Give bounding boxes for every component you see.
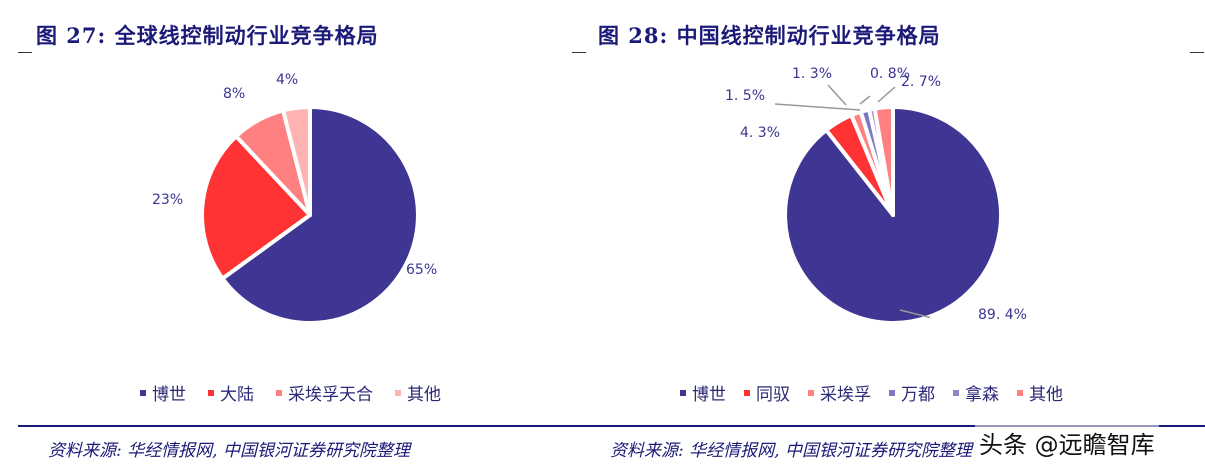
chart-title: 图 28: 中国线控制动行业竞争格局	[598, 23, 941, 48]
legend: 博世 同驭 采埃孚 万都 拿森 其他	[680, 380, 1063, 405]
legend-swatch	[889, 389, 895, 396]
pie-chart	[783, 105, 1004, 325]
slice-bosch	[220, 105, 420, 325]
legend-swatch	[953, 389, 959, 396]
divider	[590, 425, 1205, 427]
legend-label: 采埃孚天合	[288, 385, 373, 405]
legend-item: 采埃孚天合	[276, 380, 373, 405]
legend-item: 博世	[680, 380, 726, 405]
legend-label: 其他	[407, 385, 441, 405]
legend-item: 其他	[395, 380, 441, 405]
legend-swatch	[744, 389, 750, 396]
legend-label: 博世	[152, 385, 186, 405]
label-tongyu: 4. 3%	[740, 125, 781, 141]
watermark: 头条 @远瞻智库	[975, 425, 1159, 460]
label-bosch: 89. 4%	[978, 307, 1027, 323]
legend-item: 其他	[1017, 380, 1063, 405]
china-chart-panel: 图 28: 中国线控制动行业竞争格局 89. 4% 4. 3% 1. 5% 1.…	[590, 0, 1205, 470]
slice-other	[872, 105, 895, 217]
legend-label: 万都	[901, 385, 935, 405]
legend-item: 拿森	[953, 380, 999, 405]
label-bosch: 65%	[406, 262, 438, 278]
legend-swatch	[680, 389, 686, 396]
pie-chart	[200, 104, 420, 325]
legend-item: 同驭	[744, 380, 790, 405]
legend-label: 拿森	[965, 385, 999, 405]
slice-continental	[200, 134, 312, 281]
legend-item: 采埃孚	[808, 380, 871, 405]
divider	[18, 425, 590, 427]
chart-title: 图 27: 全球线控制动行业竞争格局	[36, 23, 379, 48]
legend-item: 博世	[140, 380, 186, 405]
corner-tick	[18, 52, 32, 53]
label-other: 4%	[276, 72, 299, 88]
corner-tick	[1190, 52, 1204, 53]
legend-swatch	[1017, 389, 1023, 396]
label-zf: 1. 5%	[725, 88, 766, 104]
label-zf: 8%	[223, 86, 246, 102]
legend-swatch	[808, 389, 814, 396]
legend-label: 其他	[1029, 385, 1063, 405]
legend-item: 万都	[889, 380, 935, 405]
label-continental: 23%	[152, 192, 184, 208]
global-chart-panel: 图 27: 全球线控制动行业竞争格局 65% 23% 8% 4% 博世 大陆 采…	[0, 0, 590, 470]
source-note: 资料来源: 华经情报网, 中国银河证券研究院整理	[48, 441, 410, 461]
legend-label: 大陆	[220, 385, 254, 405]
legend-label: 同驭	[756, 385, 790, 405]
legend-label: 采埃孚	[820, 385, 871, 405]
leader-lines	[774, 84, 930, 319]
label-nasen: 0. 8%	[870, 66, 911, 82]
legend-swatch	[140, 389, 146, 396]
legend-swatch	[395, 389, 401, 396]
label-other: 2. 7%	[901, 74, 942, 90]
legend: 博世 大陆 采埃孚天合 其他	[140, 380, 441, 405]
source-note: 资料来源: 华经情报网, 中国银河证券研究院整理	[610, 441, 972, 461]
slice-other	[281, 104, 312, 217]
label-mando: 1. 3%	[792, 66, 833, 82]
corner-tick	[572, 52, 586, 53]
legend-item: 大陆	[208, 380, 254, 405]
legend-swatch	[208, 389, 214, 396]
legend-label: 博世	[692, 385, 726, 405]
legend-swatch	[276, 389, 282, 396]
